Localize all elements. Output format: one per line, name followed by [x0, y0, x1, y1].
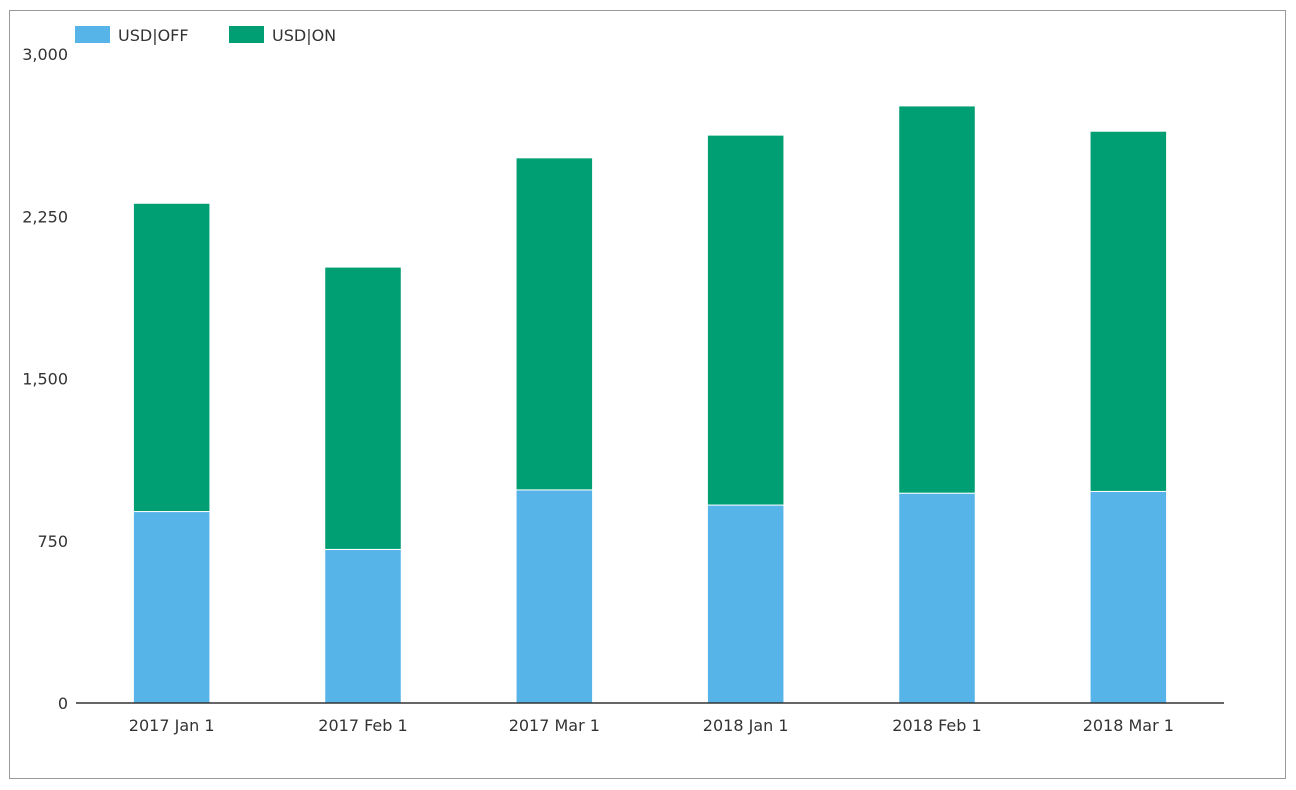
bar-2017-jan-1-usd-off: [132, 511, 211, 704]
bar-2017-feb-1-usd-on: [324, 266, 402, 550]
bar-2018-jan-1-usd-off: [706, 504, 785, 704]
chart-frame: [9, 10, 1286, 779]
x-tick-label-2017-mar-1: 2017 Mar 1: [509, 716, 600, 735]
bar-2018-jan-1-usd-on: [706, 134, 785, 506]
y-tick-label-1-500: 1,500: [22, 370, 68, 389]
x-axis: 2017 Jan 1 2017 Feb 1 2017 Mar 1 2018 Jan 1…: [76, 702, 1224, 735]
y-tick-label-2-250: 2,250: [22, 207, 68, 226]
x-tick-label-2017-feb-1: 2017 Feb 1: [318, 716, 407, 735]
bar-2017-jan-1-usd-on: [132, 202, 211, 513]
y-axis: 0 750 1,500 2,250 3,000: [22, 45, 68, 713]
bar-2017-feb-1-usd-off: [324, 548, 402, 704]
bar-2018-feb-1-usd-on: [898, 105, 976, 494]
legend: USD|OFF USD|ON: [75, 26, 336, 45]
y-tick-label-750: 750: [37, 532, 68, 551]
legend-swatch-usd-off: [75, 26, 110, 43]
legend-swatch-usd-on: [229, 26, 264, 43]
y-tick-label-0: 0: [58, 694, 68, 713]
bar-2018-mar-1-usd-on: [1089, 130, 1168, 492]
bar-2017-mar-1-usd-off: [515, 489, 594, 704]
y-tick-label-3-000: 3,000: [22, 45, 68, 64]
x-tick-label-2018-jan-1: 2018 Jan 1: [703, 716, 789, 735]
legend-label-usd-on: USD|ON: [272, 26, 336, 45]
bar-2018-feb-1-usd-off: [898, 492, 976, 704]
x-tick-label-2017-jan-1: 2017 Jan 1: [129, 716, 215, 735]
legend-label-usd-off: USD|OFF: [118, 26, 189, 45]
bar-2017-mar-1-usd-on: [515, 157, 594, 491]
bar-2018-mar-1-usd-off: [1089, 490, 1168, 704]
bars: [132, 105, 1168, 704]
x-tick-label-2018-feb-1: 2018 Feb 1: [892, 716, 981, 735]
x-tick-label-2018-mar-1: 2018 Mar 1: [1083, 716, 1174, 735]
